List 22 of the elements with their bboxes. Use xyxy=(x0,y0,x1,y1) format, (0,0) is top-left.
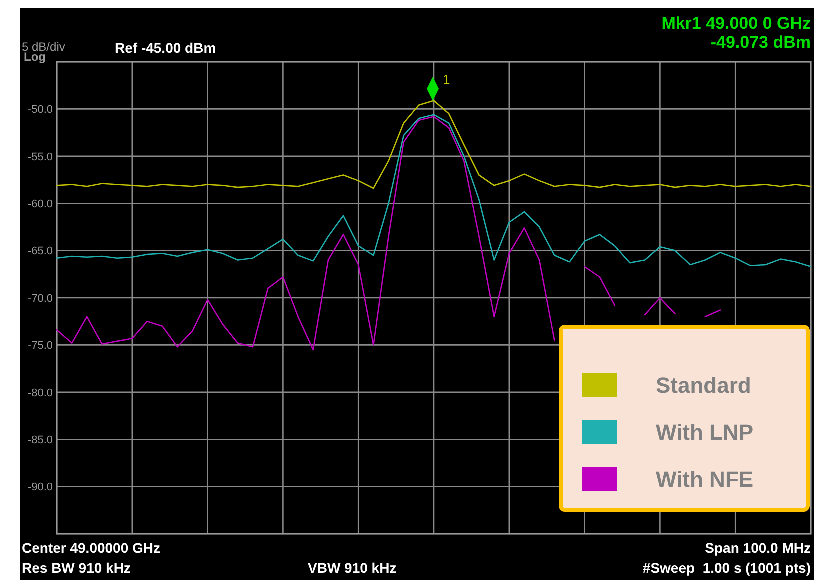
text: -49.073 dBm xyxy=(710,33,811,52)
text: Center 49.00000 GHz xyxy=(22,540,161,556)
y-tick-label: -65.0 xyxy=(28,246,53,258)
line-series xyxy=(56,114,812,268)
text: Mkr1 49.000 0 GHz xyxy=(662,14,811,33)
text: Span 100.0 MHz xyxy=(705,540,811,556)
legend-label: With NFE xyxy=(656,467,754,492)
y-tick-label: -60.0 xyxy=(28,198,53,210)
y-tick-label: -70.0 xyxy=(28,292,53,305)
y-tick-label: -85.0 xyxy=(28,434,53,446)
text: Res BW 910 kHz xyxy=(22,560,131,576)
y-tick-label: -50.0 xyxy=(28,104,53,116)
y-tick-label: -75.0 xyxy=(28,340,53,352)
text: Ref -45.00 dBm xyxy=(115,40,216,56)
y-tick-label: -55.0 xyxy=(28,151,53,164)
text: VBW 910 kHz xyxy=(308,560,397,576)
legend-label: Standard xyxy=(656,373,752,398)
text: #Sweep 1.00 s (1001 pts) xyxy=(642,560,811,576)
annotation: 1 xyxy=(443,72,450,87)
legend-label: With LNP xyxy=(656,420,754,445)
y-tick-label: -80.0 xyxy=(28,387,53,400)
y-tick-label: -90.0 xyxy=(28,482,53,494)
